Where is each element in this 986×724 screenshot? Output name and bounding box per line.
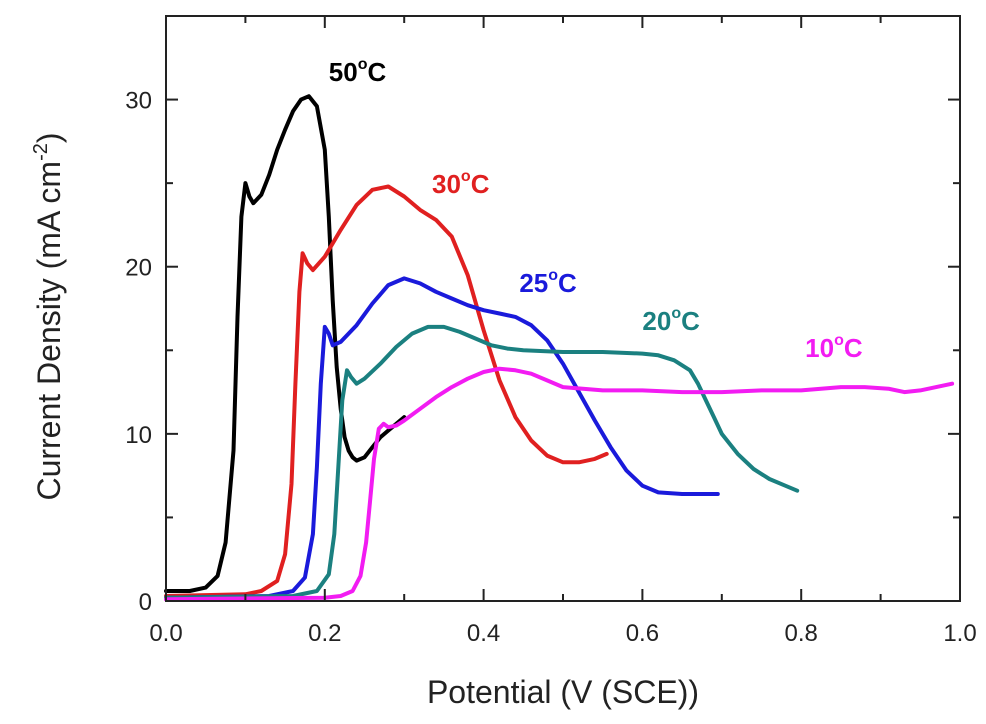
x-tick-label: 0.0 (149, 620, 182, 647)
y-axis-title-close: ) (31, 132, 67, 143)
series-layer (164, 94, 955, 602)
x-tick-label: 0.4 (467, 620, 500, 647)
x-axis-title: Potential (V (SCE)) (427, 674, 699, 710)
series-label-number: 30 (432, 169, 461, 199)
series-label-25C: 25oC (519, 267, 577, 298)
plot-frame (165, 15, 961, 602)
series-label-50C: 50oC (329, 56, 387, 87)
x-tick-label: 0.8 (785, 620, 818, 647)
series-line-50C (164, 94, 407, 593)
degree-symbol: o (834, 332, 844, 349)
y-tick-label: 20 (125, 255, 152, 282)
series-label-number: 20 (642, 306, 671, 336)
tick-layer: 0.0 0.2 0.4 0.6 0.8 1.0 0 10 20 30 (125, 15, 977, 647)
y-axis-title: Current Density (mA cm-2) (30, 132, 67, 500)
y-axis-title-main: Current Density (mA cm (31, 161, 67, 501)
x-tick-label: 1.0 (943, 620, 976, 647)
series-line-20C (164, 324, 800, 600)
y-tick-label: 0 (139, 589, 152, 616)
series-line-10C (164, 366, 955, 602)
degree-symbol: o (671, 305, 681, 322)
series-label-unit: C (844, 333, 863, 363)
series-label-unit: C (471, 169, 490, 199)
series-label-10C: 10oC (805, 332, 863, 363)
series-label-30C: 30oC (432, 168, 490, 199)
series-label-unit: C (558, 268, 577, 298)
degree-symbol: o (548, 267, 558, 284)
series-label-number: 50 (329, 57, 358, 87)
series-label-unit: C (367, 57, 386, 87)
degree-symbol: o (461, 168, 471, 185)
series-label-20C: 20oC (642, 305, 700, 336)
series-line-25C (164, 276, 720, 600)
x-tick-label: 0.2 (308, 620, 341, 647)
series-label-number: 10 (805, 333, 834, 363)
y-tick-label: 30 (125, 88, 152, 115)
y-tick-label: 10 (125, 422, 152, 449)
degree-symbol: o (358, 56, 368, 73)
y-axis-title-exponent: -2 (30, 143, 52, 161)
x-tick-label: 0.6 (626, 620, 659, 647)
series-line-30C (164, 184, 609, 598)
series-label-unit: C (681, 306, 700, 336)
series-label-number: 25 (519, 268, 548, 298)
